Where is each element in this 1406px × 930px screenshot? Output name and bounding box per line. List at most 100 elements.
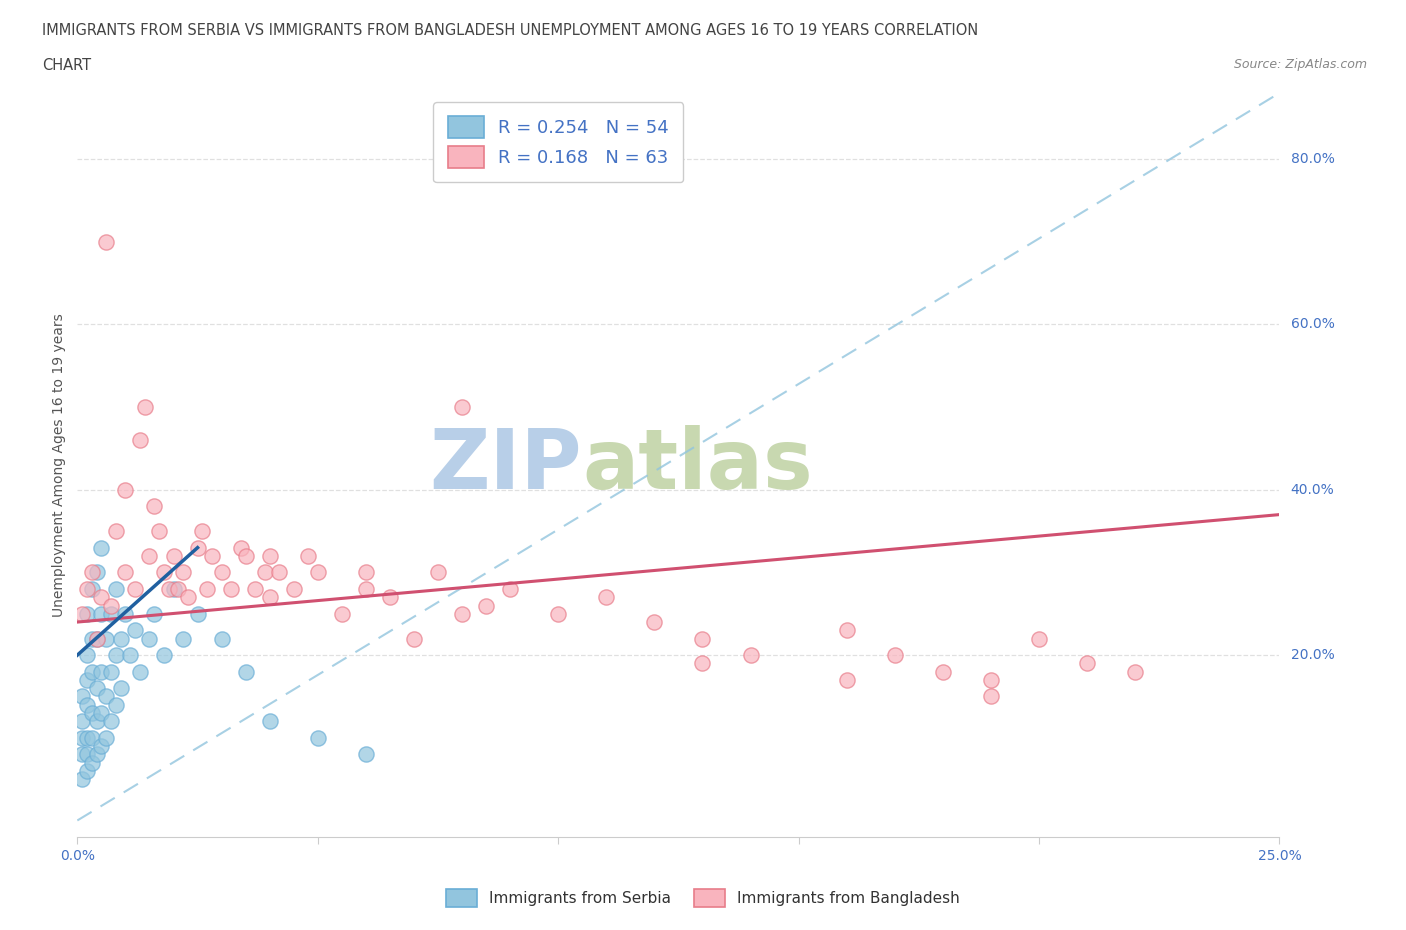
Point	[100, 714, 122, 729]
Point	[157, 581, 180, 596]
Point	[104, 581, 127, 596]
Point	[80, 581, 103, 596]
Point	[86, 714, 108, 729]
Point	[229, 540, 252, 555]
Point	[86, 747, 108, 762]
Point	[104, 698, 127, 712]
Point	[80, 755, 103, 770]
Point	[451, 606, 474, 621]
Point	[76, 764, 98, 778]
Point	[80, 565, 103, 580]
Point	[883, 647, 905, 662]
Point	[100, 664, 122, 679]
Point	[120, 647, 142, 662]
Point	[451, 400, 474, 415]
Point	[354, 581, 377, 596]
Point	[307, 565, 329, 580]
Point	[186, 540, 209, 555]
Point	[104, 524, 127, 538]
Point	[835, 672, 858, 687]
Point	[96, 730, 118, 745]
Point	[283, 581, 305, 596]
Point	[259, 549, 281, 564]
Point	[980, 689, 1002, 704]
Point	[110, 631, 132, 646]
Point	[980, 672, 1002, 687]
Point	[201, 549, 224, 564]
Point	[932, 664, 955, 679]
Point	[96, 234, 118, 249]
Point	[835, 623, 858, 638]
Point	[128, 664, 150, 679]
Point	[138, 631, 160, 646]
Point	[70, 606, 93, 621]
Point	[70, 730, 93, 745]
Point	[80, 730, 103, 745]
Point	[96, 631, 118, 646]
Point	[186, 606, 209, 621]
Point	[100, 598, 122, 613]
Point	[80, 664, 103, 679]
Point	[307, 730, 329, 745]
Text: 60.0%: 60.0%	[1291, 317, 1334, 331]
Point	[378, 590, 401, 604]
Point	[110, 681, 132, 696]
Point	[143, 498, 166, 513]
Point	[70, 747, 93, 762]
Point	[86, 565, 108, 580]
Point	[162, 549, 184, 564]
Point	[86, 631, 108, 646]
Legend: Immigrants from Serbia, Immigrants from Bangladesh: Immigrants from Serbia, Immigrants from …	[440, 884, 966, 913]
Point	[100, 606, 122, 621]
Point	[191, 524, 214, 538]
Text: ZIP: ZIP	[430, 424, 582, 506]
Point	[76, 698, 98, 712]
Point	[153, 647, 176, 662]
Point	[692, 656, 714, 671]
Point	[692, 631, 714, 646]
Point	[148, 524, 170, 538]
Point	[211, 631, 233, 646]
Point	[235, 664, 257, 679]
Point	[80, 706, 103, 721]
Point	[70, 714, 93, 729]
Point	[245, 581, 267, 596]
Point	[172, 565, 194, 580]
Point	[1076, 656, 1098, 671]
Point	[643, 615, 665, 630]
Point	[253, 565, 276, 580]
Point	[90, 590, 112, 604]
Point	[259, 590, 281, 604]
Point	[330, 606, 353, 621]
Point	[259, 714, 281, 729]
Point	[76, 606, 98, 621]
Point	[90, 540, 112, 555]
Point	[134, 400, 156, 415]
Point	[162, 581, 184, 596]
Point	[80, 631, 103, 646]
Point	[235, 549, 257, 564]
Point	[547, 606, 569, 621]
Text: CHART: CHART	[42, 58, 91, 73]
Point	[297, 549, 319, 564]
Point	[128, 432, 150, 447]
Point	[219, 581, 242, 596]
Text: 20.0%: 20.0%	[1291, 648, 1334, 662]
Point	[1028, 631, 1050, 646]
Point	[167, 581, 190, 596]
Text: IMMIGRANTS FROM SERBIA VS IMMIGRANTS FROM BANGLADESH UNEMPLOYMENT AMONG AGES 16 : IMMIGRANTS FROM SERBIA VS IMMIGRANTS FRO…	[42, 23, 979, 38]
Point	[76, 581, 98, 596]
Point	[76, 747, 98, 762]
Point	[86, 631, 108, 646]
Point	[70, 689, 93, 704]
Point	[70, 772, 93, 787]
Point	[153, 565, 176, 580]
Point	[114, 606, 136, 621]
Point	[427, 565, 450, 580]
Point	[90, 738, 112, 753]
Point	[96, 689, 118, 704]
Text: 40.0%: 40.0%	[1291, 483, 1334, 497]
Point	[354, 565, 377, 580]
Text: atlas: atlas	[582, 424, 813, 506]
Point	[138, 549, 160, 564]
